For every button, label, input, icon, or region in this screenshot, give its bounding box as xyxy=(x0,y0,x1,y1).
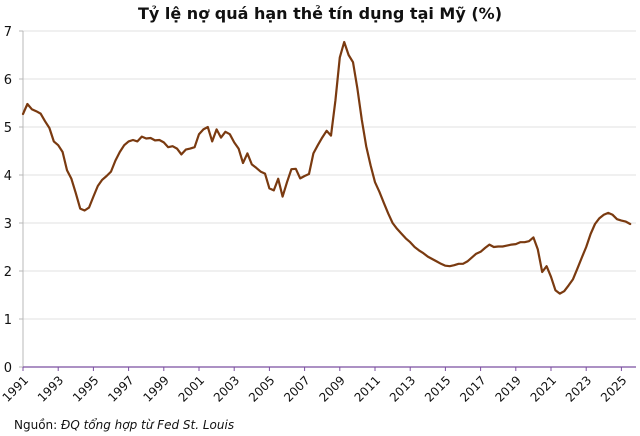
chart-title: Tỷ lệ nợ quá hạn thẻ tín dụng tại Mỹ (%) xyxy=(137,4,503,23)
y-tick-label: 6 xyxy=(4,73,12,88)
x-tick-label: 2011 xyxy=(352,373,383,404)
x-tick-label: 1991 xyxy=(0,373,31,404)
x-tick-label: 2023 xyxy=(563,373,594,404)
y-axis: 0 1 2 3 4 5 6 7 xyxy=(4,25,24,376)
y-tick-label: 5 xyxy=(4,121,12,136)
x-tick-label: 2015 xyxy=(422,373,453,404)
x-tick-label: 1999 xyxy=(140,373,171,404)
x-tick-label: 2001 xyxy=(176,373,207,404)
source-label: Nguồn: xyxy=(14,418,58,432)
x-tick-label: 2009 xyxy=(316,373,347,404)
delinquency-rate-line xyxy=(21,40,632,295)
x-tick-label: 2017 xyxy=(457,373,488,404)
y-tick-label: 4 xyxy=(4,169,12,184)
source-text: ĐQ tổng hợp từ Fed St. Louis xyxy=(61,418,235,432)
x-tick-label: 2013 xyxy=(387,373,418,404)
x-tick-label: 2019 xyxy=(492,373,523,404)
x-tick-label: 2007 xyxy=(281,373,312,404)
x-tick-label: 1993 xyxy=(35,373,66,404)
y-tick-label: 7 xyxy=(4,25,12,40)
x-tick-label: 1997 xyxy=(105,373,136,404)
x-tick-label: 2025 xyxy=(598,373,629,404)
y-tick-label: 0 xyxy=(4,361,12,376)
gridlines xyxy=(23,30,636,320)
source-note: Nguồn: ĐQ tổng hợp từ Fed St. Louis xyxy=(14,418,234,432)
y-tick-label: 2 xyxy=(4,265,12,280)
y-tick-label: 1 xyxy=(4,313,12,328)
x-axis: 1991 1993 1995 1997 1999 2001 2003 2005 2007 2009… xyxy=(0,366,636,405)
x-tick-label: 2021 xyxy=(528,373,559,404)
x-tick-label: 2005 xyxy=(246,373,277,404)
x-tick-label: 1995 xyxy=(70,373,101,404)
y-tick-label: 3 xyxy=(4,217,12,232)
x-tick-label: 2003 xyxy=(211,373,242,404)
